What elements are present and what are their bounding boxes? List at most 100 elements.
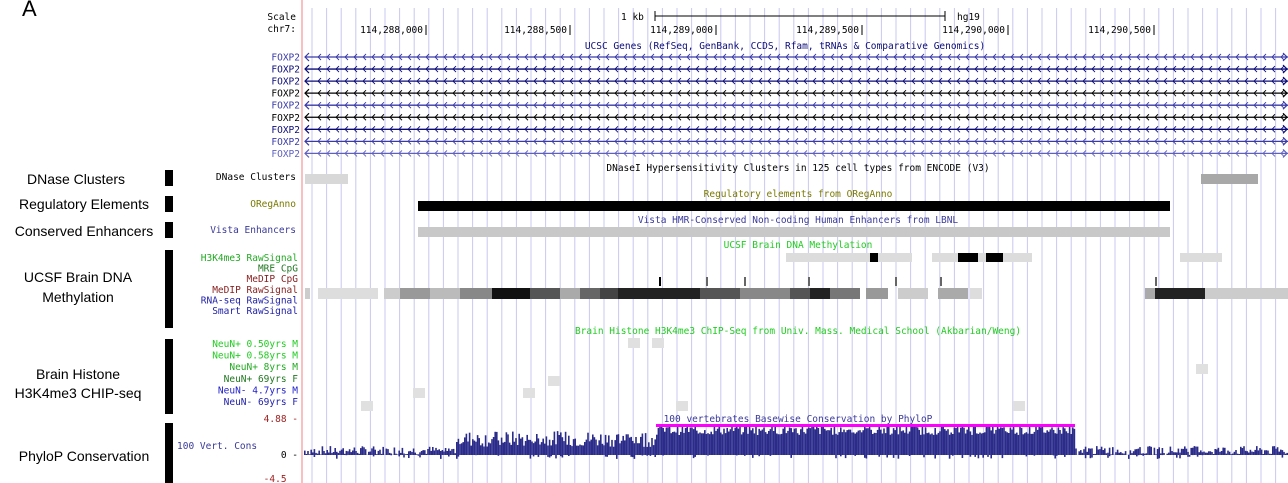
phylop-bar xyxy=(928,432,930,455)
phylop-bar xyxy=(897,434,900,455)
phylop-bar xyxy=(1108,447,1111,455)
phylop-bar xyxy=(1284,453,1287,455)
phylop-bar xyxy=(913,425,916,455)
track-handle-phylop[interactable] xyxy=(165,423,173,483)
phylop-bar xyxy=(870,429,872,455)
track-handle-methylation[interactable] xyxy=(165,250,173,328)
phylop-track-label: 100 Vert. Cons xyxy=(177,441,257,452)
genes-track-title: UCSC Genes (RefSeq, GenBank, CCDS, Rfam,… xyxy=(585,41,985,52)
phylop-bar xyxy=(406,454,408,455)
track-handle-dnase[interactable] xyxy=(165,170,173,186)
track-handle-vista[interactable] xyxy=(165,222,173,238)
phylop-bar xyxy=(1270,453,1272,455)
phylop-bar xyxy=(779,434,781,455)
phylop-bar xyxy=(878,425,880,455)
phylop-bar xyxy=(707,433,709,455)
phylop-bar xyxy=(646,446,648,455)
medip-raw-signal xyxy=(898,288,928,299)
phylop-bar xyxy=(587,432,589,455)
phylop-bar xyxy=(713,426,716,455)
track-handle-histone[interactable] xyxy=(165,339,173,414)
phylop-bar xyxy=(500,437,503,455)
medip-raw-signal xyxy=(305,288,310,299)
phylop-bar xyxy=(1036,429,1039,455)
phylop-bar xyxy=(969,431,972,455)
medip-raw-signal xyxy=(866,288,888,299)
gene-label: FOXP2 xyxy=(271,137,300,148)
phylop-bar xyxy=(1072,427,1074,455)
phylop-bar xyxy=(739,425,741,455)
phylop-bar xyxy=(1049,429,1052,455)
phylop-bar xyxy=(523,445,525,455)
phylop-bar xyxy=(828,430,831,455)
phylop-bar xyxy=(774,426,776,455)
phylop-bar xyxy=(347,451,349,455)
phylop-bar xyxy=(673,431,676,455)
phylop-bar xyxy=(1014,433,1016,455)
phylop-bar xyxy=(846,430,848,455)
phylop-bar xyxy=(480,445,482,455)
medip-cpg-mark xyxy=(659,277,661,286)
phylop-bar xyxy=(409,450,412,455)
phylop-bar xyxy=(1235,450,1237,455)
phylop-bar xyxy=(323,451,325,455)
phylop-bar xyxy=(446,451,448,455)
phylop-bar xyxy=(454,453,456,455)
histone-track-title: Brain Histone H3K4me3 ChIP-Seq from Univ… xyxy=(575,326,1021,337)
phylop-bar xyxy=(606,442,608,455)
phylop-bar xyxy=(708,434,711,455)
phylop-bar xyxy=(609,446,612,455)
methylation-label: MRE CpG xyxy=(258,264,298,275)
phylop-bar xyxy=(1078,451,1080,455)
phylop-bar xyxy=(464,437,466,455)
phylop-bar xyxy=(1107,452,1109,455)
phylop-bar xyxy=(952,434,954,455)
methylation-signal xyxy=(1180,253,1222,262)
phylop-bar xyxy=(1102,450,1104,455)
phylop-bar xyxy=(1124,451,1127,455)
vista-track-label: Vista Enhancers xyxy=(210,225,296,236)
histone-peak xyxy=(1196,364,1208,374)
gene-label: FOXP2 xyxy=(271,65,300,76)
phylop-bar xyxy=(433,450,436,455)
phylop-bar xyxy=(1044,432,1047,455)
phylop-bar xyxy=(961,425,964,455)
phylop-bar xyxy=(1070,434,1072,455)
phylop-bar xyxy=(1083,449,1085,455)
phylop-bar xyxy=(864,425,866,455)
phylop-bar xyxy=(337,452,340,455)
phylop-bar xyxy=(1203,451,1205,455)
phylop-bar xyxy=(400,452,402,455)
track-handle-oreganno[interactable] xyxy=(165,196,173,212)
phylop-bar xyxy=(1211,452,1213,455)
phylop-bar xyxy=(574,438,576,455)
phylop-bar xyxy=(644,433,647,455)
phylop-bar xyxy=(924,427,927,455)
phylop-bar xyxy=(852,432,855,455)
phylop-bar xyxy=(652,445,655,455)
phylop-bar xyxy=(768,431,770,455)
phylop-bar xyxy=(667,427,669,455)
phylop-bar xyxy=(358,453,360,455)
phylop-bar xyxy=(1264,450,1266,455)
medip-raw-signal xyxy=(430,288,460,299)
phylop-bar xyxy=(940,425,943,455)
phylop-bar xyxy=(580,445,583,455)
phylop-bar xyxy=(449,450,452,455)
ruler-tick-label: 114,290,500 xyxy=(1088,25,1151,36)
phylop-bar xyxy=(764,432,767,455)
phylop-bar xyxy=(972,426,975,455)
phylop-bar xyxy=(763,427,765,455)
phylop-bar xyxy=(811,426,813,455)
phylop-bar xyxy=(1056,433,1058,455)
methylation-label: H3K4me3 RawSignal xyxy=(201,253,298,264)
phylop-bar xyxy=(585,439,588,455)
phylop-bar xyxy=(1249,449,1252,455)
phylop-bar xyxy=(468,432,471,455)
phylop-bar xyxy=(360,448,362,455)
phylop-bar xyxy=(1038,425,1040,455)
scale-label: Scale xyxy=(267,12,296,23)
histone-peak xyxy=(361,401,373,411)
